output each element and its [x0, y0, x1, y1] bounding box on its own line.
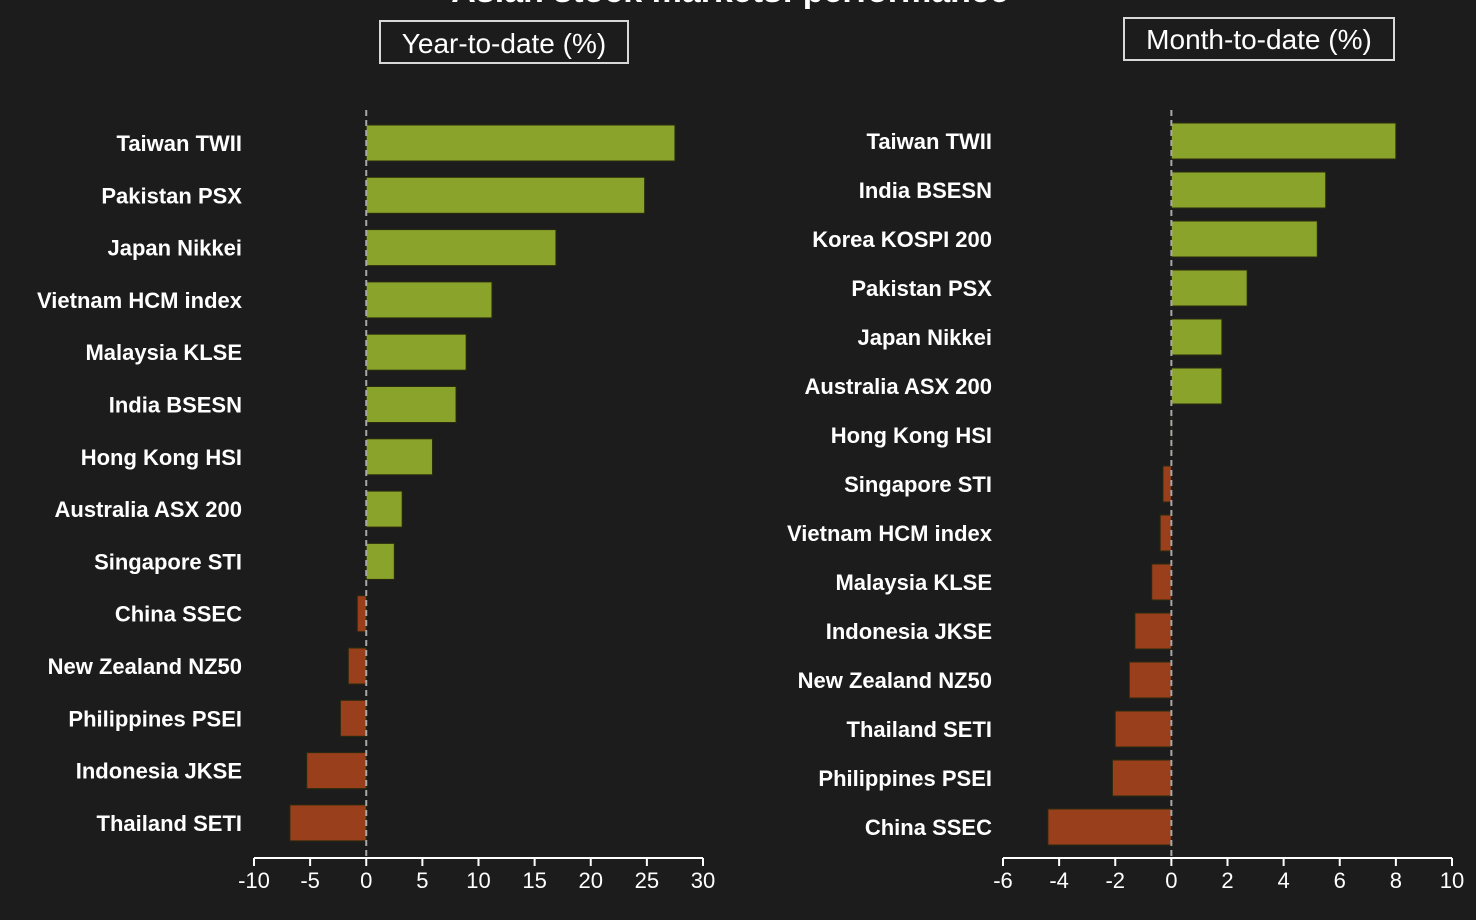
mtd-x-tick-label: 10 — [1440, 868, 1464, 893]
ytd-bar — [365, 229, 557, 267]
ytd-x-tick-label: 30 — [691, 868, 715, 893]
ytd-x-tick-label: 25 — [635, 868, 659, 893]
mtd-category-label: China SSEC — [865, 815, 992, 840]
mtd-bar — [1170, 269, 1248, 307]
ytd-bar — [365, 124, 676, 162]
ytd-category-label: India BSESN — [109, 393, 242, 418]
mtd-category-label: Australia ASX 200 — [805, 374, 993, 399]
mtd-category-label: Hong Kong HSI — [831, 423, 992, 448]
mtd-category-label: Malaysia KLSE — [835, 570, 992, 595]
mtd-x-tick-label: 8 — [1390, 868, 1402, 893]
ytd-panel: Year-to-date (%) Taiwan TWII Pakistan PSX J… — [37, 20, 715, 893]
mtd-bar — [1162, 465, 1172, 503]
ytd-bar — [365, 281, 493, 319]
ytd-title-box — [379, 20, 629, 64]
mtd-bar — [1111, 759, 1172, 797]
ytd-category-label: Thailand SETI — [97, 811, 242, 836]
ytd-category-label: Australia ASX 200 — [55, 497, 243, 522]
ytd-category-label: Indonesia JKSE — [76, 759, 242, 784]
ytd-bar — [356, 595, 367, 633]
ytd-bar — [365, 490, 403, 528]
ytd-x-tick-label: 0 — [360, 868, 372, 893]
mtd-x-tick-label: -6 — [993, 868, 1013, 893]
mtd-bar — [1170, 220, 1318, 258]
ytd-panel-title: Year-to-date (%) — [402, 28, 606, 59]
mtd-bar — [1159, 514, 1172, 552]
mtd-category-label: New Zealand NZ50 — [798, 668, 992, 693]
mtd-x-tick-label: -2 — [1105, 868, 1125, 893]
mtd-bar — [1128, 661, 1172, 699]
ytd-bar — [339, 699, 367, 737]
ytd-category-label: Taiwan TWII — [117, 131, 242, 156]
main-title: Asian stock markets: performance — [451, 0, 1008, 10]
ytd-x-tick-label: 5 — [416, 868, 428, 893]
mtd-category-label: Philippines PSEI — [818, 766, 992, 791]
mtd-category-label: Taiwan TWII — [867, 129, 992, 154]
ytd-x-tick-label: -10 — [238, 868, 270, 893]
mtd-bar — [1114, 710, 1172, 748]
mtd-x-tick-label: 0 — [1165, 868, 1177, 893]
mtd-x-tick-label: 4 — [1278, 868, 1290, 893]
mtd-x-tick-label: 2 — [1221, 868, 1233, 893]
mtd-category-label: Thailand SETI — [847, 717, 992, 742]
mtd-bar — [1170, 171, 1327, 209]
ytd-category-label: China SSEC — [115, 602, 242, 627]
mtd-bar — [1151, 563, 1172, 601]
mtd-panel-title: Month-to-date (%) — [1146, 24, 1372, 55]
mtd-bar — [1170, 122, 1397, 160]
mtd-category-label: India BSESN — [859, 178, 992, 203]
ytd-category-label: Pakistan PSX — [101, 183, 242, 208]
ytd-x-tick-label: 10 — [466, 868, 490, 893]
ytd-bar — [289, 804, 367, 842]
ytd-bar — [365, 542, 395, 580]
ytd-bar — [365, 438, 433, 476]
mtd-category-label: Singapore STI — [844, 472, 992, 497]
mtd-category-label: Vietnam HCM index — [787, 521, 993, 546]
ytd-category-label: Hong Kong HSI — [81, 445, 242, 470]
mtd-bar — [1170, 318, 1223, 356]
ytd-bar — [306, 752, 367, 790]
ytd-category-label: Vietnam HCM index — [37, 288, 243, 313]
ytd-bar — [365, 333, 467, 371]
mtd-x-tick-label: 6 — [1334, 868, 1346, 893]
mtd-x-tick-label: -4 — [1049, 868, 1069, 893]
mtd-category-label: Korea KOSPI 200 — [812, 227, 992, 252]
ytd-bar — [365, 176, 646, 214]
ytd-bar — [347, 647, 367, 685]
mtd-bar — [1134, 612, 1172, 650]
ytd-x-tick-label: 15 — [522, 868, 546, 893]
ytd-category-label: Singapore STI — [94, 549, 242, 574]
ytd-category-label: Philippines PSEI — [68, 706, 242, 731]
ytd-x-tick-label: 20 — [579, 868, 603, 893]
mtd-category-label: Pakistan PSX — [851, 276, 992, 301]
ytd-category-label: Japan Nikkei — [107, 236, 242, 261]
mtd-panel: Month-to-date (%) Taiwan TWII India BSESN K… — [787, 17, 1464, 893]
mtd-category-label: Indonesia JKSE — [826, 619, 992, 644]
mtd-category-label: Japan Nikkei — [857, 325, 992, 350]
ytd-category-label: Malaysia KLSE — [85, 340, 242, 365]
ytd-x-tick-label: -5 — [300, 868, 320, 893]
ytd-category-label: New Zealand NZ50 — [48, 654, 242, 679]
mtd-bar — [1047, 808, 1172, 846]
mtd-title-box — [1123, 17, 1395, 61]
mtd-bar — [1170, 367, 1223, 405]
ytd-bar — [365, 386, 457, 423]
